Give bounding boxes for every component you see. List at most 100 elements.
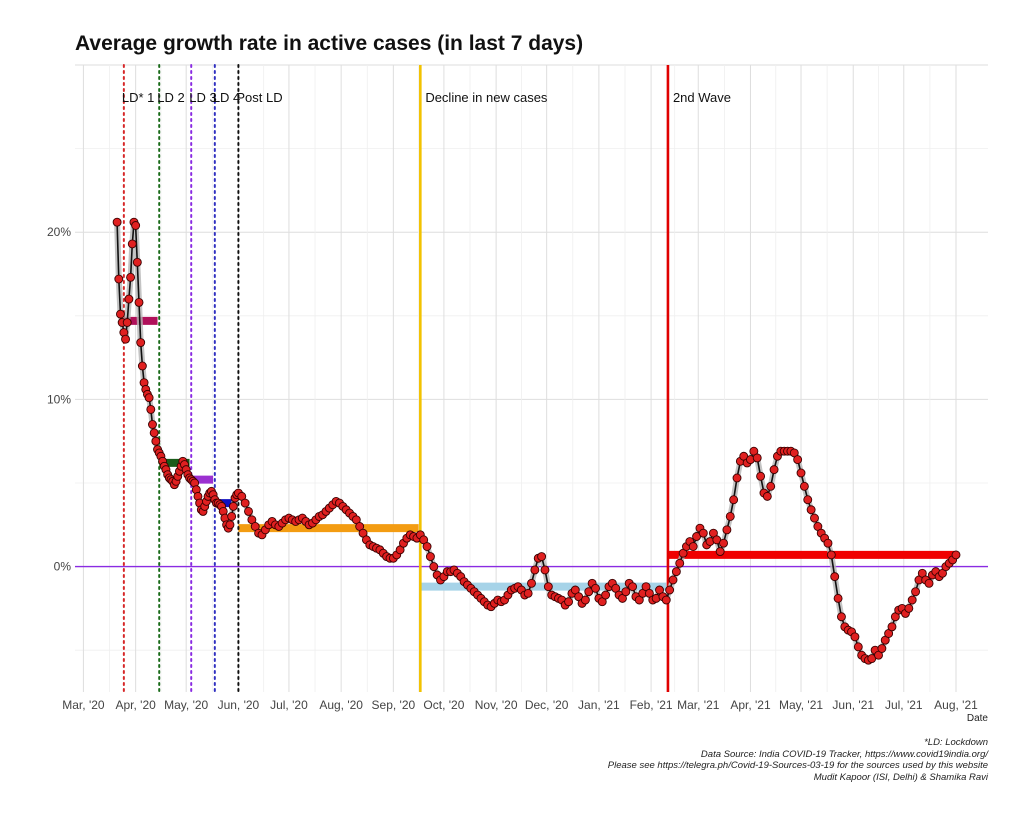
data-point bbox=[793, 455, 803, 465]
data-point bbox=[112, 217, 122, 227]
data-point bbox=[137, 361, 147, 371]
caption: *LD: Lockdown Data Source: India COVID-1… bbox=[608, 737, 988, 783]
phase-label: LD 3 bbox=[189, 90, 216, 105]
data-point bbox=[806, 505, 816, 515]
data-point bbox=[924, 578, 934, 588]
data-point bbox=[830, 572, 840, 582]
data-point bbox=[665, 585, 675, 595]
data-point bbox=[422, 542, 432, 551]
data-point bbox=[877, 644, 887, 653]
data-point bbox=[132, 257, 142, 267]
data-point bbox=[136, 338, 146, 348]
data-point bbox=[523, 588, 533, 598]
data-point bbox=[148, 420, 157, 429]
data-point bbox=[127, 239, 137, 249]
data-point bbox=[732, 473, 742, 483]
x-tick-label: May, '20 bbox=[164, 698, 208, 712]
data-point bbox=[240, 498, 250, 508]
data-point bbox=[756, 471, 766, 481]
chart-title: Average growth rate in active cases (in … bbox=[75, 32, 584, 55]
data-point bbox=[591, 583, 600, 593]
x-tick-label: Jul, '21 bbox=[885, 698, 923, 712]
data-point bbox=[799, 481, 809, 491]
data-point bbox=[951, 550, 961, 560]
y-tick-label: 20% bbox=[47, 225, 71, 239]
data-point bbox=[668, 575, 678, 585]
data-point bbox=[580, 595, 590, 605]
phase-label: LD* 1 bbox=[122, 90, 155, 105]
y-tick-labels: 0% 10% 20% bbox=[47, 225, 71, 573]
x-tick-label: Nov, '20 bbox=[475, 698, 518, 712]
x-tick-label: Jul, '20 bbox=[270, 698, 308, 712]
x-tick-labels: Mar, '20 Apr, '20 May, '20 Jun, '20 Jul, '20… bbox=[62, 698, 978, 712]
data-point bbox=[887, 622, 897, 632]
data-point bbox=[537, 552, 547, 562]
data-point bbox=[850, 632, 860, 642]
data-point bbox=[796, 468, 806, 478]
data-point bbox=[722, 525, 732, 535]
data-point bbox=[225, 520, 235, 530]
data-point bbox=[124, 294, 134, 304]
data-point bbox=[810, 513, 819, 523]
data-point bbox=[904, 603, 914, 613]
data-point bbox=[149, 428, 159, 438]
x-tick-label: Dec, '20 bbox=[525, 698, 569, 712]
x-tick-label: Jun, '21 bbox=[832, 698, 874, 712]
data-point bbox=[752, 453, 762, 463]
x-tick-label: Oct, '20 bbox=[423, 698, 464, 712]
data-point bbox=[688, 542, 698, 551]
phase-label: LD 4 bbox=[213, 90, 240, 105]
data-point bbox=[715, 547, 725, 557]
gridlines bbox=[75, 64, 988, 692]
data-point bbox=[766, 481, 776, 491]
data-point bbox=[146, 404, 156, 414]
y-tick-label: 0% bbox=[54, 560, 72, 574]
data-point bbox=[227, 511, 237, 521]
data-point bbox=[530, 565, 540, 575]
data-point bbox=[719, 538, 728, 548]
data-point bbox=[725, 511, 735, 521]
data-point bbox=[564, 597, 574, 607]
phase-label: LD 2 bbox=[157, 90, 184, 105]
data-point bbox=[126, 272, 136, 282]
series-band bbox=[114, 219, 959, 664]
data-point bbox=[729, 495, 739, 505]
data-point bbox=[675, 558, 685, 568]
data-point bbox=[228, 501, 238, 511]
data-point bbox=[543, 582, 553, 592]
x-tick-label: Jan, '21 bbox=[578, 698, 620, 712]
data-point bbox=[762, 491, 772, 501]
data-point bbox=[134, 297, 144, 307]
data-point bbox=[429, 562, 439, 572]
data-points bbox=[112, 217, 961, 665]
caption-line: *LD: Lockdown bbox=[924, 737, 988, 748]
data-point bbox=[121, 334, 130, 344]
x-tick-label: May, '21 bbox=[779, 698, 823, 712]
x-axis-title: Date bbox=[966, 713, 988, 724]
phase-label: 2nd Wave bbox=[673, 90, 731, 105]
data-point bbox=[425, 552, 435, 562]
x-tick-label: Feb, '21 bbox=[630, 698, 673, 712]
confidence-band bbox=[114, 219, 959, 664]
data-point bbox=[151, 436, 161, 446]
x-tick-label: Mar, '20 bbox=[62, 698, 105, 712]
data-point bbox=[823, 538, 833, 548]
data-point bbox=[907, 595, 917, 605]
data-point bbox=[769, 465, 779, 475]
data-point bbox=[122, 318, 132, 327]
x-tick-label: Aug, '21 bbox=[934, 698, 978, 712]
data-point bbox=[853, 642, 863, 652]
x-tick-label: Mar, '21 bbox=[677, 698, 720, 712]
x-tick-label: Apr, '21 bbox=[730, 698, 771, 712]
data-point bbox=[114, 274, 124, 284]
series-line bbox=[116, 221, 957, 661]
data-point bbox=[116, 309, 125, 319]
data-point bbox=[803, 495, 813, 505]
x-tick-label: Sep, '20 bbox=[372, 698, 416, 712]
data-point bbox=[144, 393, 154, 403]
caption-line: Please see https://telegra.ph/Covid-19-S… bbox=[607, 760, 988, 771]
x-tick-label: Apr, '20 bbox=[115, 698, 156, 712]
y-tick-label: 10% bbox=[47, 392, 71, 406]
data-point bbox=[527, 578, 536, 588]
